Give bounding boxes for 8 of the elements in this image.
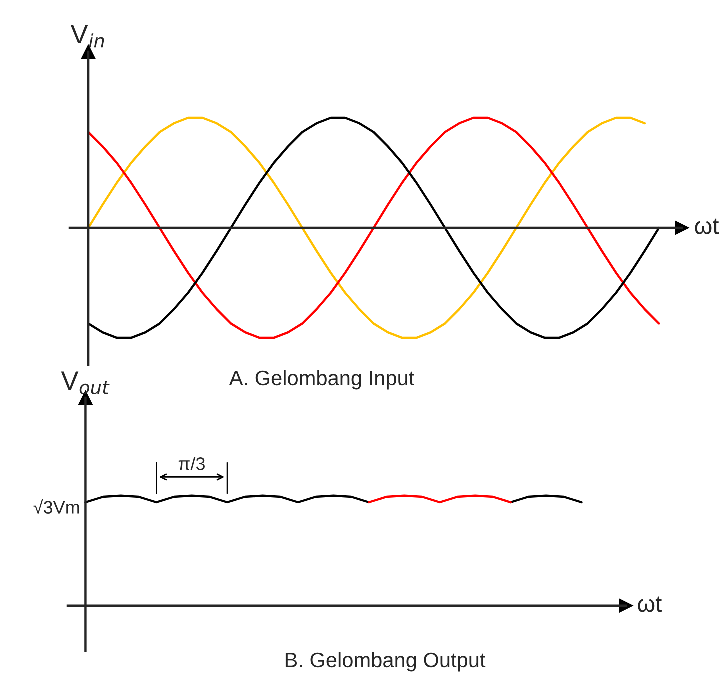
text: A. Gelombang Input	[229, 370, 415, 390]
y-axis-title: V$_{out}$	[61, 372, 110, 395]
x-axis-title: ωt	[638, 596, 662, 612]
text: π/3	[178, 457, 205, 470]
annotation: √3Vm	[34, 499, 80, 514]
text: B. Gelombang Output	[286, 652, 486, 672]
y-axis-title: V$_{in}$	[70, 25, 104, 48]
x-axis-title: ωt	[695, 218, 720, 234]
